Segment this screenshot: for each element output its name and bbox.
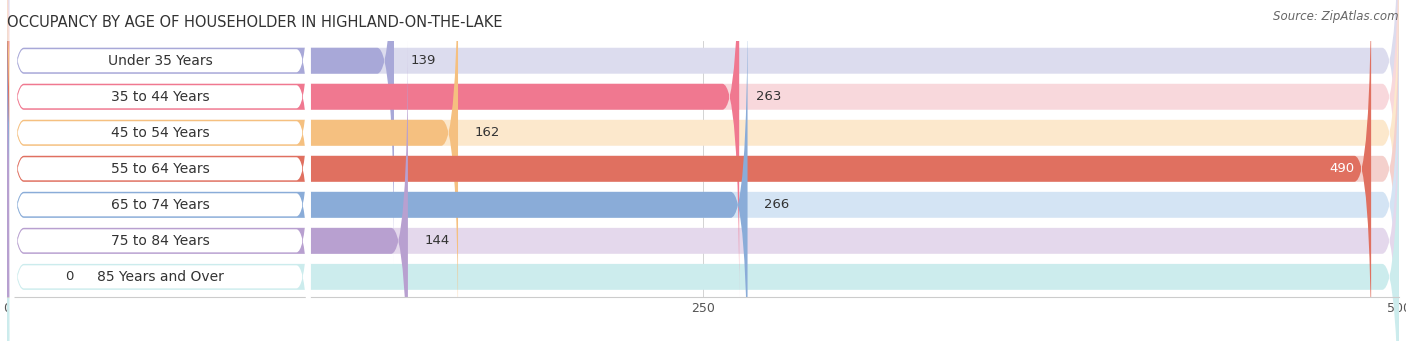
FancyBboxPatch shape — [10, 0, 311, 337]
Text: 55 to 64 Years: 55 to 64 Years — [111, 162, 209, 176]
FancyBboxPatch shape — [7, 0, 740, 300]
Text: 139: 139 — [411, 54, 436, 67]
Text: 85 Years and Over: 85 Years and Over — [97, 270, 224, 284]
Text: 162: 162 — [475, 126, 501, 139]
Text: 490: 490 — [1329, 162, 1354, 175]
FancyBboxPatch shape — [10, 0, 311, 265]
Text: 144: 144 — [425, 234, 450, 247]
FancyBboxPatch shape — [7, 0, 394, 264]
FancyBboxPatch shape — [10, 0, 311, 301]
FancyBboxPatch shape — [7, 0, 1399, 264]
FancyBboxPatch shape — [7, 0, 1371, 341]
Text: Source: ZipAtlas.com: Source: ZipAtlas.com — [1274, 10, 1399, 23]
Text: Under 35 Years: Under 35 Years — [108, 54, 212, 68]
FancyBboxPatch shape — [7, 0, 1399, 336]
FancyBboxPatch shape — [7, 2, 748, 341]
Text: 0: 0 — [66, 270, 75, 283]
FancyBboxPatch shape — [7, 38, 408, 341]
FancyBboxPatch shape — [7, 0, 1399, 341]
FancyBboxPatch shape — [10, 0, 311, 229]
Text: 45 to 54 Years: 45 to 54 Years — [111, 126, 209, 140]
FancyBboxPatch shape — [7, 38, 1399, 341]
Text: OCCUPANCY BY AGE OF HOUSEHOLDER IN HIGHLAND-ON-THE-LAKE: OCCUPANCY BY AGE OF HOUSEHOLDER IN HIGHL… — [7, 15, 502, 30]
FancyBboxPatch shape — [7, 2, 1399, 341]
FancyBboxPatch shape — [10, 72, 311, 341]
FancyBboxPatch shape — [10, 108, 311, 341]
FancyBboxPatch shape — [7, 0, 1399, 300]
FancyBboxPatch shape — [7, 74, 1399, 341]
Text: 35 to 44 Years: 35 to 44 Years — [111, 90, 209, 104]
Text: 65 to 74 Years: 65 to 74 Years — [111, 198, 209, 212]
Text: 75 to 84 Years: 75 to 84 Years — [111, 234, 209, 248]
FancyBboxPatch shape — [7, 0, 458, 336]
Text: 263: 263 — [756, 90, 782, 103]
FancyBboxPatch shape — [10, 36, 311, 341]
Text: 266: 266 — [765, 198, 790, 211]
